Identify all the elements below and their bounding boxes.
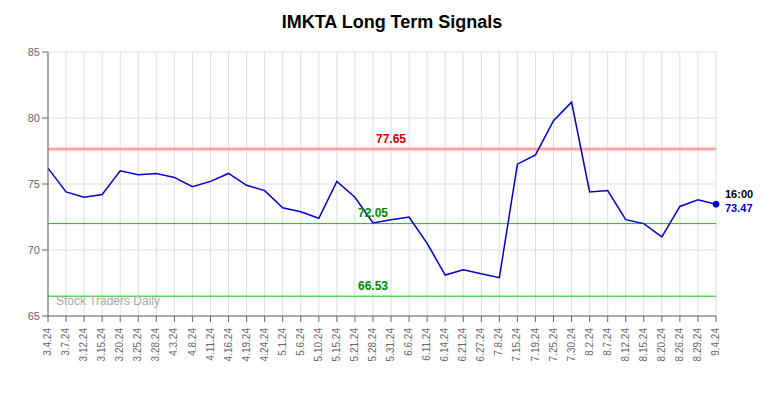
svg-text:77.65: 77.65 xyxy=(376,132,406,146)
svg-text:7.25.24: 7.25.24 xyxy=(548,328,559,362)
svg-text:65: 65 xyxy=(28,310,40,322)
svg-text:4.3.24: 4.3.24 xyxy=(168,328,179,356)
html-text:Stock Traders Daily: Stock Traders Daily xyxy=(56,294,160,308)
svg-text:6.6.24: 6.6.24 xyxy=(403,328,414,356)
svg-text:66.53: 66.53 xyxy=(358,279,388,293)
svg-text:9.4.24: 9.4.24 xyxy=(710,328,721,356)
svg-text:6.11.24: 6.11.24 xyxy=(421,328,432,361)
svg-text:4.16.24: 4.16.24 xyxy=(223,328,234,362)
svg-text:3.12.24: 3.12.24 xyxy=(78,328,89,362)
svg-text:3.4.24: 3.4.24 xyxy=(42,328,53,356)
svg-text:3.15.24: 3.15.24 xyxy=(96,328,107,362)
svg-text:6.21.24: 6.21.24 xyxy=(457,328,468,362)
svg-text:6.14.24: 6.14.24 xyxy=(439,328,450,362)
svg-text:7.30.24: 7.30.24 xyxy=(566,328,577,362)
svg-text:85: 85 xyxy=(28,46,40,58)
svg-text:4.19.24: 4.19.24 xyxy=(241,328,252,362)
svg-text:8.26.24: 8.26.24 xyxy=(674,328,685,362)
svg-text:5.31.24: 5.31.24 xyxy=(385,328,396,362)
svg-text:5.10.24: 5.10.24 xyxy=(313,328,324,362)
svg-text:3.7.24: 3.7.24 xyxy=(60,328,71,356)
svg-text:80: 80 xyxy=(28,112,40,124)
svg-text:7.15.24: 7.15.24 xyxy=(512,328,523,362)
svg-text:7.8.24: 7.8.24 xyxy=(493,328,504,356)
svg-text:73.47: 73.47 xyxy=(725,202,753,214)
svg-text:16:00: 16:00 xyxy=(725,188,753,200)
svg-text:5.21.24: 5.21.24 xyxy=(349,328,360,362)
svg-text:8.20.24: 8.20.24 xyxy=(656,328,667,362)
svg-text:4.24.24: 4.24.24 xyxy=(259,328,270,362)
svg-text:8.15.24: 8.15.24 xyxy=(638,328,649,362)
svg-text:4.8.24: 4.8.24 xyxy=(187,328,198,356)
svg-text:70: 70 xyxy=(28,244,40,256)
svg-text:4.11.24: 4.11.24 xyxy=(205,328,216,361)
svg-text:5.1.24: 5.1.24 xyxy=(277,328,288,356)
svg-text:8.2.24: 8.2.24 xyxy=(584,328,595,356)
svg-text:72.05: 72.05 xyxy=(358,206,388,220)
svg-text:8.7.24: 8.7.24 xyxy=(602,328,613,356)
svg-text:3.28.24: 3.28.24 xyxy=(150,328,161,362)
svg-text:3.25.24: 3.25.24 xyxy=(132,328,143,362)
svg-text:7.19.24: 7.19.24 xyxy=(530,328,541,362)
svg-text:3.20.24: 3.20.24 xyxy=(114,328,125,362)
html-text:IMKTA Long Term Signals: IMKTA Long Term Signals xyxy=(281,12,503,32)
svg-text:6.27.24: 6.27.24 xyxy=(475,328,486,362)
svg-text:5.6.24: 5.6.24 xyxy=(295,328,306,356)
svg-text:5.15.24: 5.15.24 xyxy=(331,328,342,362)
svg-text:75: 75 xyxy=(28,178,40,190)
svg-text:8.12.24: 8.12.24 xyxy=(620,328,631,362)
svg-text:5.28.24: 5.28.24 xyxy=(367,328,378,362)
svg-text:8.29.24: 8.29.24 xyxy=(692,328,703,362)
